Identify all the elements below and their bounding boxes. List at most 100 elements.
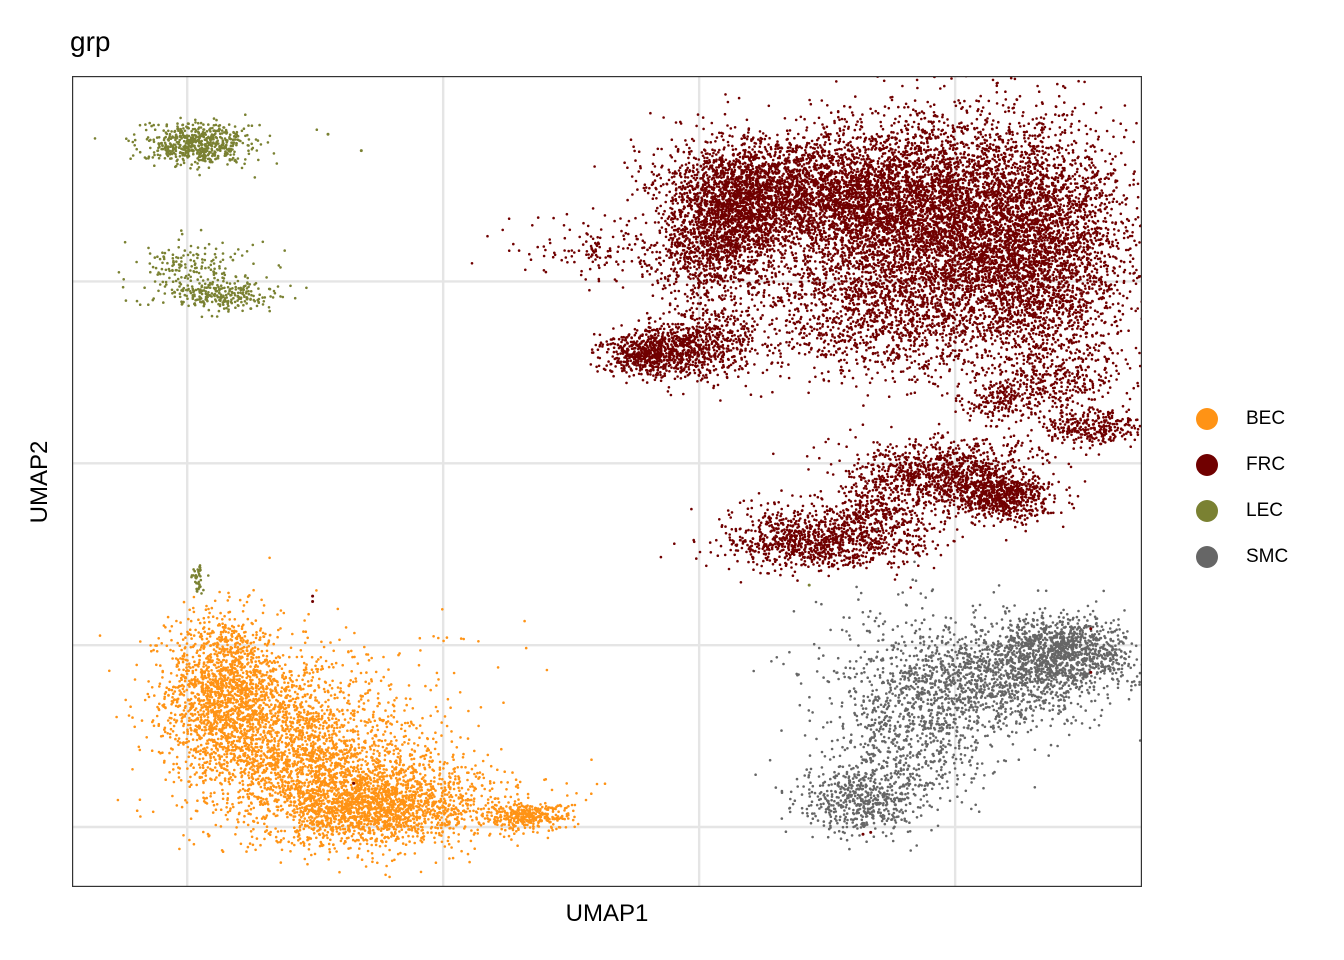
point-bec [338, 832, 341, 835]
point-bec [210, 696, 214, 699]
point-bec [293, 811, 297, 814]
point-bec [269, 778, 272, 781]
point-bec [209, 683, 213, 687]
point-bec [181, 660, 185, 664]
point-bec [251, 633, 255, 637]
point-bec [357, 838, 360, 842]
point-bec [507, 801, 510, 804]
point-bec [261, 611, 265, 615]
point-bec [341, 725, 345, 728]
point-bec [251, 647, 255, 650]
point-bec [342, 756, 345, 759]
point-bec [177, 766, 180, 769]
point-bec [247, 687, 251, 691]
point-bec [173, 718, 176, 721]
point-bec [309, 796, 313, 800]
point-bec [395, 798, 398, 801]
point-bec [193, 756, 197, 759]
point-bec [433, 780, 436, 783]
point-bec [162, 624, 166, 627]
point-bec [439, 806, 442, 809]
point-bec [272, 707, 275, 711]
point-bec [282, 671, 286, 675]
point-bec [417, 802, 420, 805]
point-bec [424, 753, 428, 757]
point-bec [256, 665, 260, 668]
point-bec [247, 755, 251, 759]
point-bec [240, 627, 244, 631]
point-bec [303, 817, 307, 820]
point-bec [234, 745, 237, 748]
point-bec [412, 762, 416, 766]
point-bec [248, 675, 252, 679]
point-bec [288, 676, 292, 680]
point-bec [185, 672, 189, 676]
point-bec [283, 681, 286, 684]
point-bec [254, 660, 257, 663]
point-bec [335, 850, 338, 853]
point-bec [157, 637, 160, 640]
point-bec [348, 816, 352, 820]
point-bec [226, 676, 230, 679]
point-bec [206, 641, 209, 645]
point-bec [211, 659, 214, 662]
point-bec [284, 720, 287, 723]
point-bec [417, 805, 421, 809]
point-bec [260, 649, 264, 653]
point-bec [395, 773, 399, 776]
point-bec [401, 821, 405, 825]
point-bec [252, 730, 255, 733]
point-bec [150, 649, 153, 653]
point-bec [265, 719, 268, 722]
point-bec [290, 673, 293, 677]
point-bec [461, 756, 465, 759]
point-bec [211, 811, 215, 814]
point-bec [259, 754, 263, 758]
point-bec [219, 611, 222, 615]
point-bec [306, 636, 309, 640]
point-bec [317, 815, 320, 818]
point-bec [230, 668, 234, 671]
point-bec [158, 702, 161, 706]
point-bec [323, 814, 326, 818]
point-bec [227, 718, 230, 721]
point-bec [289, 716, 293, 719]
point-bec [277, 748, 281, 751]
point-bec [374, 760, 378, 763]
point-bec [305, 748, 309, 751]
point-bec [221, 788, 224, 792]
point-bec [203, 621, 206, 624]
point-bec [188, 708, 192, 712]
point-bec [526, 792, 530, 796]
point-bec [239, 767, 243, 770]
point-bec [406, 783, 410, 787]
point-bec [227, 777, 231, 781]
point-bec [326, 782, 330, 786]
point-bec [371, 737, 374, 740]
point-bec [224, 630, 228, 634]
point-bec [382, 806, 386, 810]
point-bec [178, 680, 181, 683]
point-bec [258, 715, 261, 718]
point-bec [296, 767, 300, 771]
point-bec [290, 794, 293, 797]
point-bec [247, 644, 251, 648]
point-bec [295, 749, 299, 753]
point-bec [387, 743, 390, 746]
point-bec [234, 657, 238, 660]
point-bec [186, 732, 189, 735]
point-bec [353, 791, 357, 795]
point-bec [389, 823, 393, 826]
point-bec [330, 761, 334, 765]
point-bec [229, 645, 233, 649]
point-bec [186, 630, 189, 634]
point-bec [295, 655, 299, 659]
point-bec [236, 645, 240, 649]
point-bec [216, 749, 219, 752]
point-bec [184, 676, 188, 680]
point-bec [377, 744, 380, 748]
point-bec [262, 690, 266, 693]
point-bec [360, 749, 364, 752]
point-bec [303, 736, 307, 739]
point-bec [356, 795, 359, 798]
